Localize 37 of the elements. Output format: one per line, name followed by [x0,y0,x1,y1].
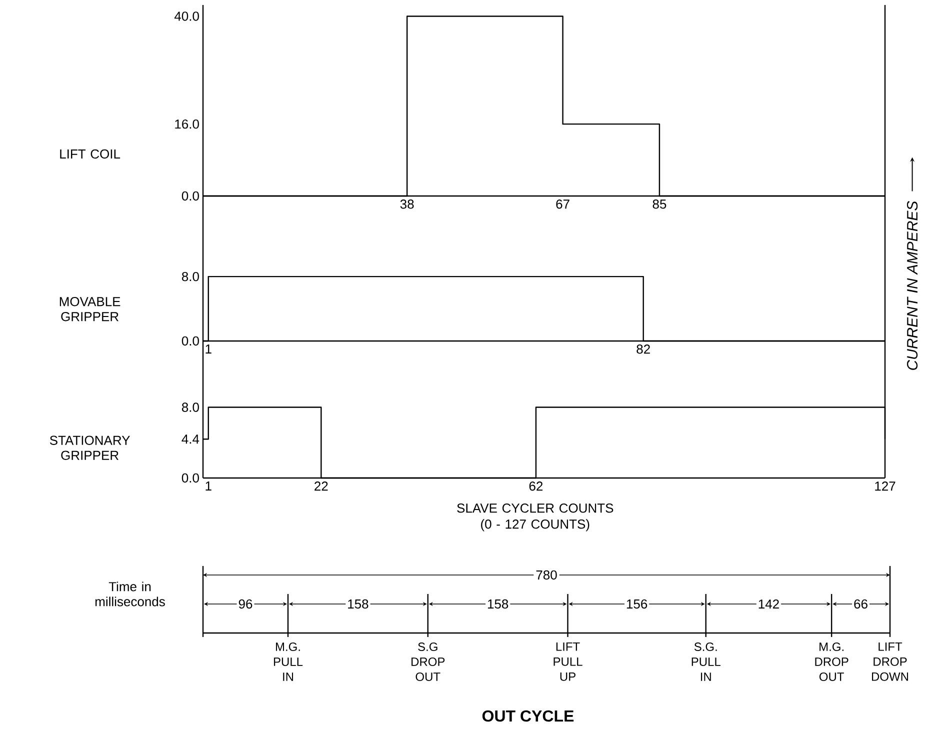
y-tick-label: 40.0 [174,12,199,21]
x-tick-label: 85 [652,200,666,209]
category-label: S.G DROP OUT [412,642,445,682]
x-tick-label: 67 [556,200,570,209]
category-label: S.G. PULL IN [692,642,720,681]
y-axis-title: LIFT COIL [60,149,120,159]
text: Time in milliseconds [95,582,165,606]
data-label: 66 [854,599,868,609]
data-label: 156 [626,599,648,609]
x-tick-label: 22 [314,482,328,491]
x-tick-label: 82 [636,344,650,354]
category-label: M.G. DROP OUT [815,642,848,682]
category-label: LIFT PULL UP [554,642,582,681]
data-label: 158 [488,599,508,609]
data-label: 96 [238,599,252,609]
y-tick-label: 4.4 [182,434,200,444]
y-tick-label: 0.0 [182,473,199,483]
x-tick-label: 62 [529,482,543,491]
text: 780 [536,570,557,580]
data-label: 142 [758,599,779,609]
y2-axis-title: CURRENT IN AMPERES [906,200,918,370]
y-tick-label: 8.0 [182,272,199,282]
category-label: M.G. PULL IN [274,642,303,681]
x-tick-label: 127 [875,482,896,491]
x-axis-title: SLAVE CYCLER COUNTS (0 - 127 COUNTS) [457,504,614,532]
data-label: 158 [348,599,368,609]
y-axis-title: STATIONARY GRIPPER [50,436,130,460]
x-tick-label: 1 [206,482,212,490]
y-tick-label: 0.0 [182,191,199,201]
y-tick-label: 0.0 [182,336,199,346]
x-tick-label: 1 [206,344,212,354]
y-tick-label: 16.0 [175,119,199,129]
x-tick-label: 38 [400,200,414,209]
text: OUT CYCLE [482,710,574,722]
y-tick-label: 8.0 [182,402,199,412]
y-axis-title: MOVABLE GRIPPER [60,296,120,322]
category-label: LIFT DROP DOWN [872,642,908,681]
